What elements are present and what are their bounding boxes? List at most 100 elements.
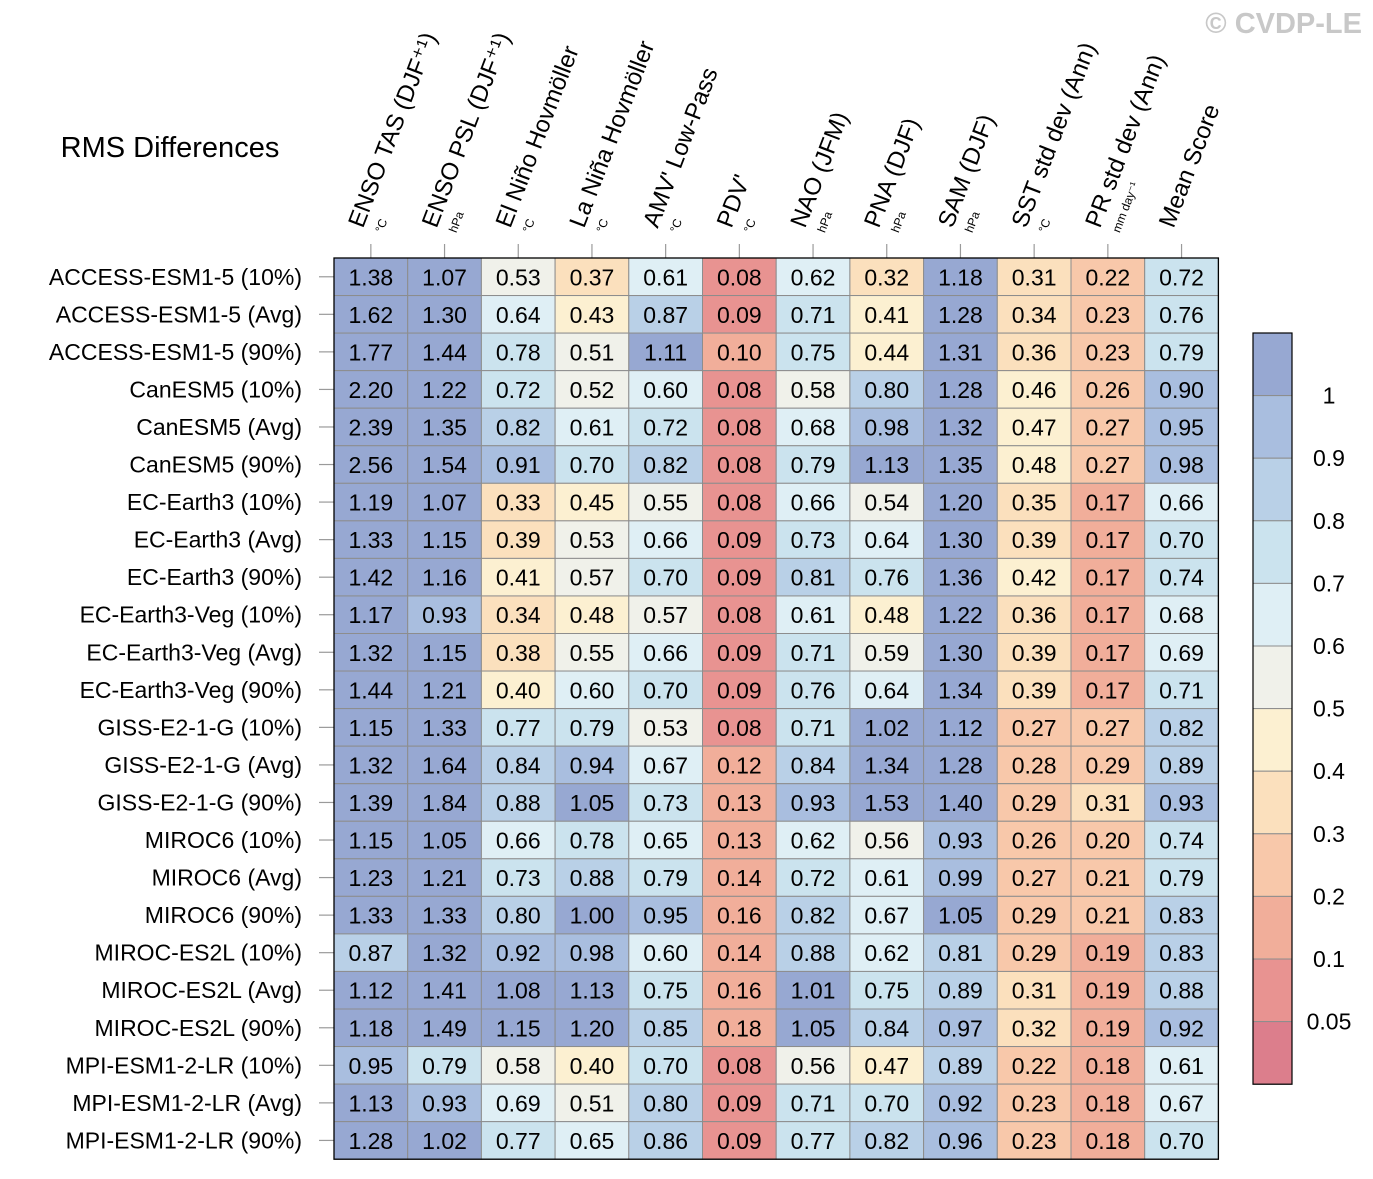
heatmap-cell xyxy=(702,332,777,372)
cell-value-label: 0.74 xyxy=(1159,828,1204,854)
heatmap-cell xyxy=(923,332,998,372)
cell-value-label: 0.71 xyxy=(791,302,836,328)
colorbar-label: 0.2 xyxy=(1313,883,1345,909)
heatmap-cell xyxy=(628,895,703,935)
cell-value-label: 0.66 xyxy=(496,828,541,854)
cell-value-label: 0.27 xyxy=(1012,865,1057,891)
heatmap-cell xyxy=(1070,783,1146,822)
cell-value-label: 0.61 xyxy=(643,264,688,290)
cell-value-label: 1.28 xyxy=(938,377,983,403)
cell-value-label: 0.36 xyxy=(1012,339,1057,365)
cell-value-label: 0.82 xyxy=(864,1128,909,1154)
heatmap-cell xyxy=(849,858,925,897)
heatmap-cell xyxy=(702,557,777,597)
cell-value-label: 1.20 xyxy=(570,1015,615,1041)
cell-value-label: 1.18 xyxy=(348,1015,393,1041)
cell-value-label: 0.81 xyxy=(791,565,836,591)
cell-value-label: 1.35 xyxy=(422,414,467,440)
heatmap-cell xyxy=(775,370,851,409)
heatmap-cell xyxy=(554,895,630,935)
cell-value-label: 0.79 xyxy=(643,865,688,891)
cell-value-label: 1.02 xyxy=(864,715,909,741)
cell-value-label: 1.44 xyxy=(422,339,467,365)
cell-value-label: 1.01 xyxy=(791,978,836,1004)
cell-value-label: 0.09 xyxy=(717,302,762,328)
heatmap-cell xyxy=(628,970,703,1010)
heatmap-cell xyxy=(480,257,556,297)
heatmap-cell xyxy=(775,557,851,597)
heatmap-cell xyxy=(480,407,556,447)
cell-value-label: 0.80 xyxy=(864,377,909,403)
cell-value-label: 0.70 xyxy=(643,1053,688,1079)
cell-value-label: 0.18 xyxy=(1085,1128,1130,1154)
cell-value-label: 0.76 xyxy=(791,677,836,703)
row-label: MPI-ESM1-2-LR (Avg) xyxy=(72,1090,302,1116)
cell-value-label: 1.13 xyxy=(348,1090,393,1116)
heatmap-cell xyxy=(775,482,851,522)
cell-value-label: 0.19 xyxy=(1085,978,1130,1004)
cell-value-label: 0.18 xyxy=(1085,1090,1130,1116)
cell-value-label: 1.15 xyxy=(422,640,467,666)
cell-value-label: 0.45 xyxy=(570,490,615,516)
column-unit: hPa xyxy=(815,209,836,234)
cell-value-label: 0.23 xyxy=(1085,302,1130,328)
cell-value-label: 0.47 xyxy=(1012,414,1057,440)
heatmap-cell xyxy=(480,933,556,972)
heatmap-cell xyxy=(849,783,925,822)
cell-value-label: 1.12 xyxy=(938,715,983,741)
cell-value-label: 0.26 xyxy=(1012,828,1057,854)
heatmap-cell xyxy=(554,745,630,785)
heatmap-cell xyxy=(480,520,556,559)
column-label: SAM (DJF) xyxy=(933,111,1001,231)
cell-value-label: 1.64 xyxy=(422,752,467,778)
heatmap-cell xyxy=(628,482,703,522)
cell-value-label: 0.79 xyxy=(1159,865,1204,891)
cell-value-label: 0.66 xyxy=(643,640,688,666)
cell-value-label: 0.13 xyxy=(717,790,762,816)
heatmap-cell xyxy=(775,933,851,972)
heatmap-cell xyxy=(1070,370,1146,409)
heatmap-cell xyxy=(333,1046,409,1085)
cell-value-label: 1.32 xyxy=(348,640,393,666)
cell-value-label: 0.64 xyxy=(864,527,909,553)
heatmap-cell xyxy=(702,370,777,409)
cell-value-label: 1.40 xyxy=(938,790,983,816)
colorbar-label: 0.4 xyxy=(1313,758,1345,784)
cell-value-label: 0.68 xyxy=(1159,602,1204,628)
heatmap-cell xyxy=(996,445,1072,484)
row-label: EC-Earth3-Veg (90%) xyxy=(80,677,302,703)
heatmap-cell xyxy=(775,970,851,1010)
heatmap-cell xyxy=(407,1046,482,1085)
cell-value-label: 0.57 xyxy=(570,565,615,591)
colorbar-swatch xyxy=(1252,582,1293,647)
heatmap-cell xyxy=(407,933,482,972)
heatmap-cell xyxy=(554,445,630,484)
cell-value-label: 0.41 xyxy=(496,565,541,591)
heatmap-cell xyxy=(923,1046,998,1085)
cell-value-label: 0.62 xyxy=(791,828,836,854)
heatmap-cell xyxy=(996,482,1072,522)
heatmap-cell xyxy=(628,1121,703,1160)
cell-value-label: 1.54 xyxy=(422,452,467,478)
cell-value-label: 1.07 xyxy=(422,264,467,290)
cell-value-label: 0.84 xyxy=(791,752,836,778)
cell-value-label: 0.62 xyxy=(791,264,836,290)
cell-value-label: 0.48 xyxy=(864,602,909,628)
row-label: EC-Earth3 (90%) xyxy=(127,564,302,590)
heatmap-cell xyxy=(1144,295,1219,334)
heatmap-cell xyxy=(923,445,998,484)
heatmap-cell xyxy=(775,1083,851,1123)
cell-value-label: 0.92 xyxy=(496,940,541,966)
heatmap-cell xyxy=(702,445,777,484)
heatmap-cell xyxy=(1070,257,1146,297)
cell-value-label: 0.31 xyxy=(1085,790,1130,816)
cell-value-label: 0.80 xyxy=(496,903,541,929)
heatmap-cell xyxy=(923,708,998,747)
cell-value-label: 1.05 xyxy=(422,828,467,854)
heatmap-cell xyxy=(1144,633,1219,672)
cell-value-label: 0.09 xyxy=(717,1128,762,1154)
cell-value-label: 0.39 xyxy=(1012,677,1057,703)
cell-value-label: 0.90 xyxy=(1159,377,1204,403)
heatmap-cell xyxy=(1070,557,1146,597)
cell-value-label: 1.33 xyxy=(422,903,467,929)
